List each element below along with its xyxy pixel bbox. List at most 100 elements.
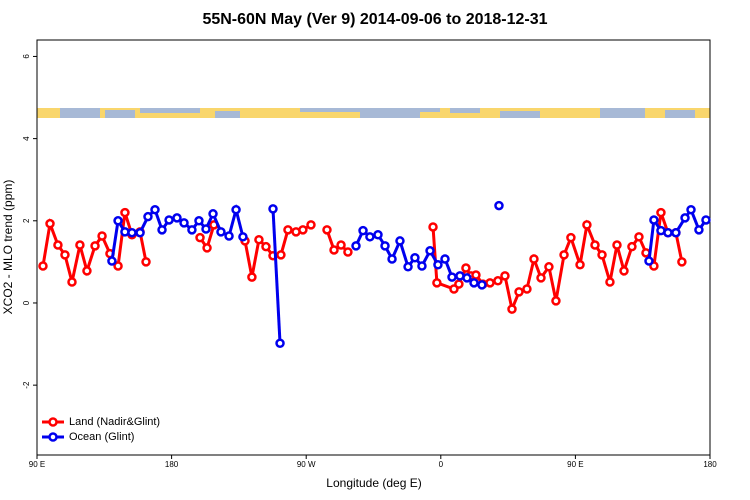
data-point: [634, 232, 644, 242]
data-point: [224, 231, 234, 241]
data-point: [60, 250, 70, 260]
data-point: [238, 232, 248, 242]
y-tick-label: -2: [22, 381, 31, 389]
data-point: [172, 213, 182, 223]
data-point: [141, 257, 151, 267]
data-point: [462, 273, 472, 283]
data-point: [373, 230, 383, 240]
data-point: [82, 266, 92, 276]
x-axis-label: Longitude (deg E): [326, 476, 421, 490]
data-point: [231, 204, 241, 215]
series-line: [271, 208, 282, 344]
data-point: [701, 215, 711, 225]
data-point: [120, 207, 130, 218]
data-point: [75, 240, 85, 250]
data-point: [216, 227, 226, 237]
data-point: [493, 276, 503, 286]
data-point: [619, 266, 629, 276]
data-point: [671, 227, 681, 238]
data-point: [380, 241, 390, 251]
data-point: [536, 273, 546, 283]
x-tick-label: 0: [439, 460, 444, 469]
data-point: [485, 278, 495, 288]
data-point: [395, 236, 405, 246]
data-point: [113, 261, 123, 271]
data-point: [582, 220, 592, 230]
data-point: [417, 261, 427, 271]
data-point: [575, 260, 585, 270]
data-point: [143, 211, 153, 222]
data-point: [53, 240, 63, 250]
x-tick-label: 180: [165, 460, 179, 469]
map-strip: [37, 108, 710, 118]
data-point: [403, 262, 413, 272]
data-point: [247, 272, 257, 282]
x-tick-label: 90 W: [297, 460, 316, 469]
data-point: [694, 225, 704, 235]
y-tick-label: 2: [22, 218, 31, 223]
data-point: [644, 256, 654, 266]
data-point: [425, 246, 435, 256]
x-tick-label: 90 E: [29, 460, 45, 469]
y-tick-label: 0: [22, 300, 31, 305]
legend-label: Ocean (Glint): [69, 431, 134, 443]
data-point: [261, 241, 271, 252]
data-point: [187, 225, 197, 235]
data-point: [447, 272, 457, 282]
data-point: [336, 240, 346, 250]
data-point: [45, 218, 55, 229]
data-point: [351, 241, 361, 251]
data-point: [605, 277, 615, 287]
data-point: [454, 279, 464, 289]
y-tick-label: 6: [22, 54, 31, 59]
data-point: [428, 222, 438, 232]
data-point: [306, 220, 316, 230]
data-point: [195, 232, 205, 243]
legend-marker: [48, 432, 58, 442]
legend-label: Land (Nadir&Glint): [69, 416, 160, 428]
data-point: [343, 247, 353, 257]
y-axis-label: XCO2 - MLO trend (ppm): [1, 180, 15, 315]
data-point: [597, 250, 607, 260]
data-point: [194, 216, 204, 226]
data-point: [627, 241, 637, 252]
data-point: [656, 207, 666, 218]
data-point: [680, 213, 690, 223]
data-point: [127, 227, 137, 238]
data-point: [529, 254, 539, 264]
data-point: [365, 232, 375, 242]
data-point: [208, 209, 218, 219]
data-point: [268, 204, 278, 214]
data-point: [329, 245, 339, 255]
data-point: [440, 254, 450, 264]
data-point: [283, 225, 293, 235]
x-tick-label: 180: [703, 460, 717, 469]
data-point: [507, 304, 517, 314]
data-point: [477, 280, 487, 290]
data-point: [432, 278, 442, 288]
plot-frame: [36, 39, 711, 456]
data-point: [410, 253, 420, 263]
data-point: [590, 240, 600, 250]
data-point: [522, 284, 532, 294]
data-point: [97, 231, 107, 241]
data-point: [164, 215, 174, 225]
data-point: [544, 262, 554, 272]
data-point: [566, 232, 576, 243]
data-point: [322, 225, 332, 235]
data-point: [387, 254, 397, 264]
y-tick-label: 4: [22, 136, 31, 141]
data-point: [179, 218, 189, 228]
data-point: [202, 243, 212, 253]
data-point: [677, 257, 687, 267]
data-point: [157, 225, 167, 235]
data-point: [38, 261, 48, 271]
data-point: [275, 338, 285, 348]
data-point: [254, 234, 264, 245]
data-point: [514, 287, 524, 297]
data-point: [67, 277, 77, 287]
data-point: [461, 263, 471, 273]
data-point: [551, 296, 561, 306]
data-point: [612, 240, 622, 250]
